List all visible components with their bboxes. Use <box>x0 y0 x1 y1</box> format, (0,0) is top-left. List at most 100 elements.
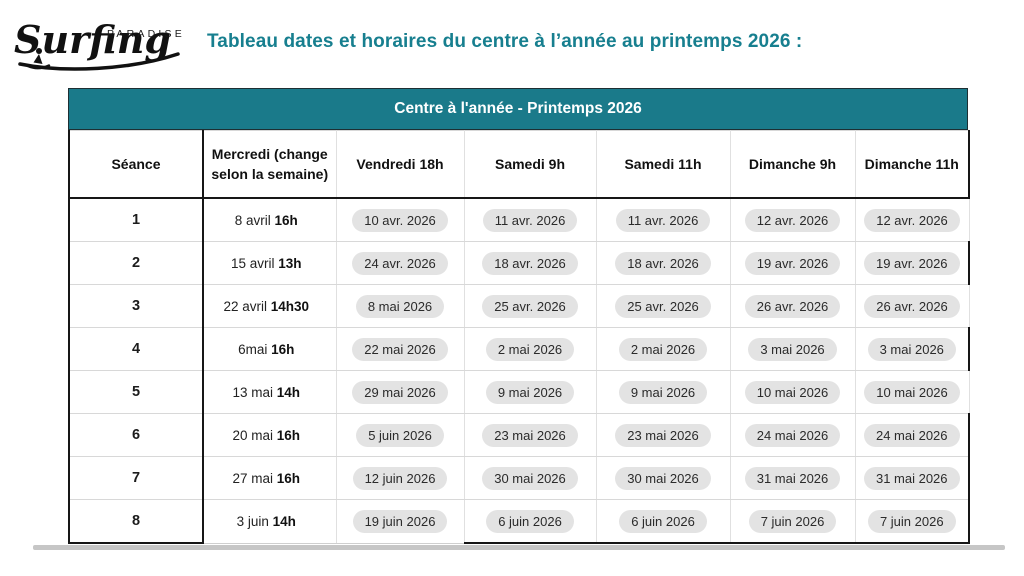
date-pill: 30 mai 2026 <box>482 466 578 490</box>
table-row: 8 3 juin 14h 19 juin 2026 6 juin 2026 6 … <box>68 499 970 544</box>
seance-number: 1 <box>68 197 204 242</box>
date-pill: 7 juin 2026 <box>867 509 956 533</box>
date-pill: 26 avr. 2026 <box>864 294 960 318</box>
date-pill: 10 avr. 2026 <box>352 208 448 232</box>
wednesday-cell: 6mai 16h <box>202 327 337 371</box>
wednesday-time: 14h <box>276 384 301 400</box>
wednesday-time: 13h <box>278 255 302 271</box>
wednesday-date: 27 mai <box>232 470 273 486</box>
page-title: Tableau dates et horaires du centre à l’… <box>207 31 803 52</box>
date-pill: 5 juin 2026 <box>356 423 444 447</box>
surfer-body <box>33 54 43 64</box>
wednesday-date: 15 avril <box>230 255 275 271</box>
header-seance: Séance <box>68 130 204 199</box>
date-pill: 30 mai 2026 <box>615 466 711 490</box>
seance-number: 3 <box>68 284 204 328</box>
date-pill: 3 mai 2026 <box>748 337 837 361</box>
date-pill: 25 avr. 2026 <box>615 294 711 318</box>
date-pill: 12 juin 2026 <box>352 466 448 490</box>
date-pill: 25 avr. 2026 <box>482 294 578 318</box>
wednesday-time: 14h <box>272 513 296 529</box>
date-pill: 3 mai 2026 <box>867 337 956 361</box>
date-pill: 29 mai 2026 <box>352 380 448 404</box>
date-pill: 19 juin 2026 <box>352 509 448 533</box>
wednesday-time: 16h <box>271 341 295 357</box>
surfboard-line <box>26 64 51 70</box>
date-pill: 23 mai 2026 <box>615 423 711 447</box>
header-vendredi-18h: Vendredi 18h <box>335 130 465 199</box>
date-pill: 10 mai 2026 <box>864 380 960 404</box>
wednesday-cell: 22 avril 14h30 <box>202 284 337 328</box>
wednesday-date: 8 avril <box>234 212 271 228</box>
table-row: 1 8 avril 16h 10 avr. 2026 11 avr. 2026 … <box>68 197 970 242</box>
table-banner: Centre à l'année - Printemps 2026 <box>68 88 968 130</box>
wednesday-time: 16h <box>276 470 301 486</box>
wednesday-time: 16h <box>274 212 298 228</box>
seance-number: 8 <box>68 499 204 544</box>
date-pill: 19 avr. 2026 <box>744 251 841 275</box>
wednesday-date: 3 juin <box>236 513 269 529</box>
schedule-table: Centre à l'année - Printemps 2026 Séance… <box>68 88 970 544</box>
wednesday-cell: 3 juin 14h <box>202 499 337 544</box>
seance-number: 4 <box>68 327 204 371</box>
wednesday-date: 6mai <box>238 341 268 357</box>
header-samedi-11h: Samedi 11h <box>595 130 731 199</box>
table-row: 2 15 avril 13h 24 avr. 2026 18 avr. 2026… <box>68 241 970 285</box>
date-pill: 11 avr. 2026 <box>615 208 711 232</box>
header-row: Séance Mercredi (change selon la semaine… <box>68 130 970 199</box>
wednesday-cell: 15 avril 13h <box>202 241 337 285</box>
table-row: 3 22 avril 14h30 8 mai 2026 25 avr. 2026… <box>68 284 970 328</box>
table-row: 5 13 mai 14h 29 mai 2026 9 mai 2026 9 ma… <box>68 370 970 414</box>
date-pill: 22 mai 2026 <box>352 337 448 361</box>
wednesday-date: 20 mai <box>232 427 273 443</box>
date-pill: 2 mai 2026 <box>618 337 708 361</box>
seance-number: 6 <box>68 413 204 457</box>
table-shadow-bar <box>33 545 1005 550</box>
date-pill: 23 mai 2026 <box>482 423 578 447</box>
date-pill: 19 avr. 2026 <box>863 251 960 275</box>
schedule-grid: Séance Mercredi (change selon la semaine… <box>68 130 970 544</box>
date-pill: 24 mai 2026 <box>863 423 960 447</box>
wednesday-time: 14h30 <box>270 298 310 314</box>
date-pill: 10 mai 2026 <box>744 380 841 404</box>
date-pill: 12 avr. 2026 <box>744 208 841 232</box>
date-pill: 6 juin 2026 <box>486 509 574 533</box>
date-pill: 31 mai 2026 <box>863 466 960 490</box>
date-pill: 8 mai 2026 <box>355 294 445 318</box>
date-pill: 9 mai 2026 <box>618 380 708 404</box>
date-pill: 9 mai 2026 <box>485 380 575 404</box>
date-pill: 24 mai 2026 <box>744 423 841 447</box>
seance-number: 7 <box>68 456 204 500</box>
table-row: 4 6mai 16h 22 mai 2026 2 mai 2026 2 mai … <box>68 327 970 371</box>
date-pill: 12 avr. 2026 <box>864 208 960 232</box>
wednesday-date: 22 avril <box>223 298 267 314</box>
date-pill: 2 mai 2026 <box>485 337 575 361</box>
surfer-icon <box>36 48 42 54</box>
header-dimanche-9h: Dimanche 9h <box>729 130 856 199</box>
date-pill: 11 avr. 2026 <box>482 208 578 232</box>
date-pill: 26 avr. 2026 <box>744 294 841 318</box>
surfing-paradise-logo: Surfing PARADISE <box>14 17 185 71</box>
table-row: 6 20 mai 16h 5 juin 2026 23 mai 2026 23 … <box>68 413 970 457</box>
wednesday-cell: 27 mai 16h <box>202 456 337 500</box>
wednesday-date: 13 mai <box>232 384 273 400</box>
date-pill: 6 juin 2026 <box>619 509 707 533</box>
header-dimanche-11h: Dimanche 11h <box>854 130 970 199</box>
date-pill: 18 avr. 2026 <box>482 251 578 275</box>
date-pill: 24 avr. 2026 <box>352 251 448 275</box>
wednesday-time: 16h <box>276 427 301 443</box>
table-row: 7 27 mai 16h 12 juin 2026 30 mai 2026 30… <box>68 456 970 500</box>
logo-swoosh <box>18 52 180 71</box>
wednesday-cell: 20 mai 16h <box>202 413 337 457</box>
header-mercredi: Mercredi (change selon la semaine) <box>202 130 337 199</box>
logo-subtitle-text: PARADISE <box>107 28 185 40</box>
date-pill: 31 mai 2026 <box>744 466 841 490</box>
date-pill: 18 avr. 2026 <box>615 251 711 275</box>
seance-number: 2 <box>68 241 204 285</box>
logo-script-text: Surfing <box>14 17 171 62</box>
date-pill: 7 juin 2026 <box>748 509 837 533</box>
wednesday-cell: 13 mai 14h <box>202 370 337 414</box>
seance-number: 5 <box>68 370 204 414</box>
header-samedi-9h: Samedi 9h <box>463 130 597 199</box>
